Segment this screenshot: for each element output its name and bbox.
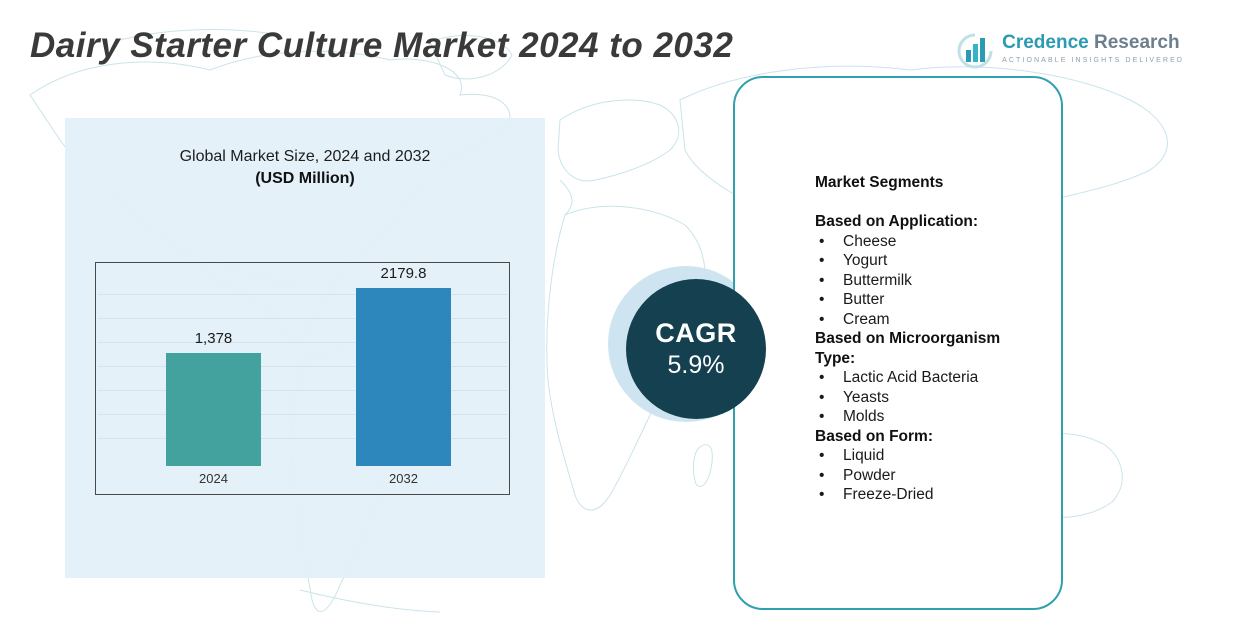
list-item-label: Yogurt — [843, 252, 888, 269]
list-item-label: Liquid — [843, 447, 885, 464]
chart-subtitle: Global Market Size, 2024 and 2032 — [179, 148, 431, 165]
bar-group-2032: 2179.8 2032 — [356, 265, 451, 490]
list-item-label: Cheese — [843, 232, 897, 250]
chart-bars-row: 1,378 2024 2179.8 2032 — [96, 265, 509, 490]
cagr-value: 5.9% — [667, 351, 725, 379]
chart-panel: Global Market Size, 2024 and 2032 (USD M… — [65, 118, 545, 578]
logo-name-primary: Credence — [1002, 32, 1089, 53]
logo-name-secondary: Research — [1094, 32, 1180, 53]
segments-title: Market Segments — [815, 174, 944, 191]
list-item: Buttermilk — [815, 271, 1031, 291]
page-title: Dairy Starter Culture Market 2024 to 203… — [30, 26, 734, 65]
logo-tagline: Actionable Insights Delivered — [1002, 57, 1184, 64]
logo-name: Credence Research — [1002, 32, 1184, 54]
list-item: Yogurt — [815, 251, 1031, 271]
bar-value-2024: 1,378 — [194, 330, 233, 347]
bar-2032 — [356, 288, 451, 466]
bar-value-2032: 2179.8 — [380, 265, 427, 282]
list-item: Cheese — [815, 232, 1031, 252]
list-item-label: Yeasts — [843, 388, 889, 406]
list-item: Powder — [815, 466, 1031, 486]
cagr-label: CAGR — [655, 318, 737, 348]
list-item-label: Lactic Acid Bacteria — [843, 369, 979, 386]
list-item: Freeze-Dried — [815, 485, 1031, 505]
list-item: Cream — [815, 310, 1031, 330]
list-item: Lactic Acid Bacteria — [815, 368, 1031, 388]
list-item: Liquid — [815, 446, 1031, 466]
list-item-label: Cream — [843, 310, 890, 328]
chart-subtitle-units: (USD Million) — [255, 170, 355, 187]
logo-text: Credence Research Actionable Insights De… — [1002, 32, 1184, 64]
bar-group-2024: 1,378 2024 — [166, 330, 261, 490]
list-item: Yeasts — [815, 388, 1031, 408]
bar-category-2024: 2024 — [199, 471, 228, 486]
list-item: Butter — [815, 290, 1031, 310]
list-item-label: Butter — [843, 291, 885, 308]
list-item-label: Molds — [843, 408, 885, 425]
bar-category-2032: 2032 — [389, 471, 418, 486]
credence-research-logo: Credence Research Actionable Insights De… — [956, 32, 1184, 70]
market-segments-content: Market Segments Based on Application: Ch… — [735, 78, 1061, 505]
logo-bar-chart-icon — [957, 33, 993, 69]
list-item: Molds — [815, 407, 1031, 427]
list-item-label: Powder — [843, 466, 896, 484]
bar-2024 — [166, 353, 261, 466]
bar-chart: 1,378 2024 2179.8 2032 — [95, 262, 510, 495]
segment-heading-form: Based on Form: — [815, 427, 933, 445]
list-item-label: Buttermilk — [843, 271, 912, 289]
segment-heading-application: Based on Application: — [815, 213, 979, 230]
segment-heading-microorganism: Based on Microorganism Type: — [815, 330, 1001, 367]
market-segments-panel: Market Segments Based on Application: Ch… — [733, 76, 1063, 610]
list-item-label: Freeze-Dried — [843, 486, 934, 503]
cagr-badge: CAGR 5.9% — [626, 279, 766, 419]
